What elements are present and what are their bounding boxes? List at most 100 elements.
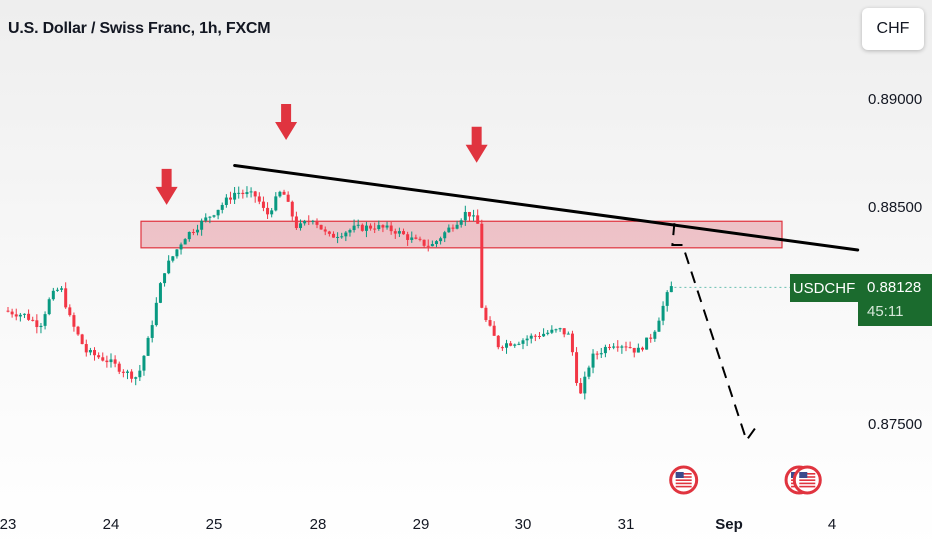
x-tick-label: Sep xyxy=(715,516,743,533)
candle-body xyxy=(434,241,438,245)
candle-body xyxy=(93,350,97,356)
candle-body xyxy=(303,221,307,224)
currency-button[interactable]: CHF xyxy=(862,8,924,50)
candle-body xyxy=(22,313,26,315)
us-flag-icon[interactable] xyxy=(669,465,699,495)
last-price: 0.88128 xyxy=(867,279,922,296)
candle-body xyxy=(657,320,661,332)
candle-body xyxy=(550,329,554,333)
candle-body xyxy=(241,192,245,195)
bar-countdown: 45:11 xyxy=(867,303,904,320)
candle-body xyxy=(10,311,14,315)
candle-body xyxy=(319,224,323,230)
candle-body xyxy=(200,220,204,230)
candle-body xyxy=(261,201,265,208)
candle-body xyxy=(414,237,418,239)
candle-body xyxy=(620,346,624,348)
x-tick-label: 4 xyxy=(827,516,837,533)
candle-body xyxy=(51,290,55,300)
candle-body xyxy=(505,343,509,348)
candle-body xyxy=(88,350,92,353)
candle-body xyxy=(220,204,224,210)
candle-body xyxy=(216,209,220,216)
candle-body xyxy=(575,352,579,384)
x-tick-label: 31 xyxy=(617,516,635,533)
candle-body xyxy=(645,337,649,350)
candle-body xyxy=(257,196,261,202)
candle-body xyxy=(290,201,294,217)
candle-body xyxy=(60,288,64,290)
candle-body xyxy=(154,302,158,326)
candle-body xyxy=(364,225,368,231)
candle-body xyxy=(64,288,68,308)
candle-body xyxy=(632,347,636,353)
candle-body xyxy=(389,225,393,232)
candle-body xyxy=(39,325,43,328)
candle-body xyxy=(266,207,270,215)
candle-body xyxy=(101,357,105,361)
candle-body xyxy=(43,314,47,326)
candle-body xyxy=(311,220,315,222)
candle-body xyxy=(562,328,566,335)
candle-body xyxy=(467,211,471,217)
candle-body xyxy=(439,238,443,242)
candle-body xyxy=(327,231,331,234)
candle-body xyxy=(472,215,476,217)
candle-body xyxy=(315,220,319,225)
candle-body xyxy=(245,192,249,195)
candle-body xyxy=(331,233,335,238)
candle-body xyxy=(204,217,208,221)
candle-body xyxy=(554,329,558,331)
candle-body xyxy=(529,335,533,339)
candle-body xyxy=(6,310,10,312)
candle-body xyxy=(253,191,257,197)
candle-body xyxy=(142,355,146,371)
y-tick-label: 0.87500 xyxy=(868,416,923,433)
candle-body xyxy=(68,307,72,316)
symbol-tag: USDCHF xyxy=(790,274,858,302)
candle-body xyxy=(624,346,628,348)
candle-body xyxy=(47,299,51,315)
candle-body xyxy=(595,353,599,355)
candle-body xyxy=(55,289,59,291)
us-flag-icon[interactable] xyxy=(792,465,822,495)
candle-body xyxy=(138,370,142,378)
candle-body xyxy=(381,225,385,228)
candle-body xyxy=(546,332,550,334)
down-arrow-icon xyxy=(465,126,488,163)
candle-body xyxy=(566,333,570,335)
candle-body xyxy=(171,256,175,261)
candle-body xyxy=(237,192,241,194)
candle-body xyxy=(282,191,286,195)
candle-body xyxy=(476,215,480,224)
candle-body xyxy=(500,347,504,349)
candle-body xyxy=(492,325,496,336)
candle-body xyxy=(406,234,410,240)
candle-body xyxy=(228,197,232,200)
candle-body xyxy=(31,319,35,321)
candle-body xyxy=(109,359,113,363)
candle-body xyxy=(608,346,612,348)
y-tick-label: 0.89000 xyxy=(868,91,923,108)
candle-body xyxy=(599,353,603,355)
candle-body xyxy=(121,371,125,373)
down-arrow-icon xyxy=(275,104,298,141)
candle-body xyxy=(97,355,101,358)
candle-body xyxy=(348,230,352,233)
candle-body xyxy=(175,249,179,257)
candle-body xyxy=(360,224,364,231)
candle-body xyxy=(224,197,228,205)
candle-body xyxy=(509,343,513,346)
candle-body xyxy=(616,346,620,348)
candle-body xyxy=(299,223,303,229)
candle-body xyxy=(542,333,546,337)
candle-body xyxy=(233,192,237,200)
candle-body xyxy=(18,314,22,317)
candle-body xyxy=(212,215,216,217)
candle-body xyxy=(208,216,212,218)
candle-body xyxy=(410,237,414,240)
candle-body xyxy=(484,307,488,321)
x-tick-label: 30 xyxy=(514,516,532,533)
